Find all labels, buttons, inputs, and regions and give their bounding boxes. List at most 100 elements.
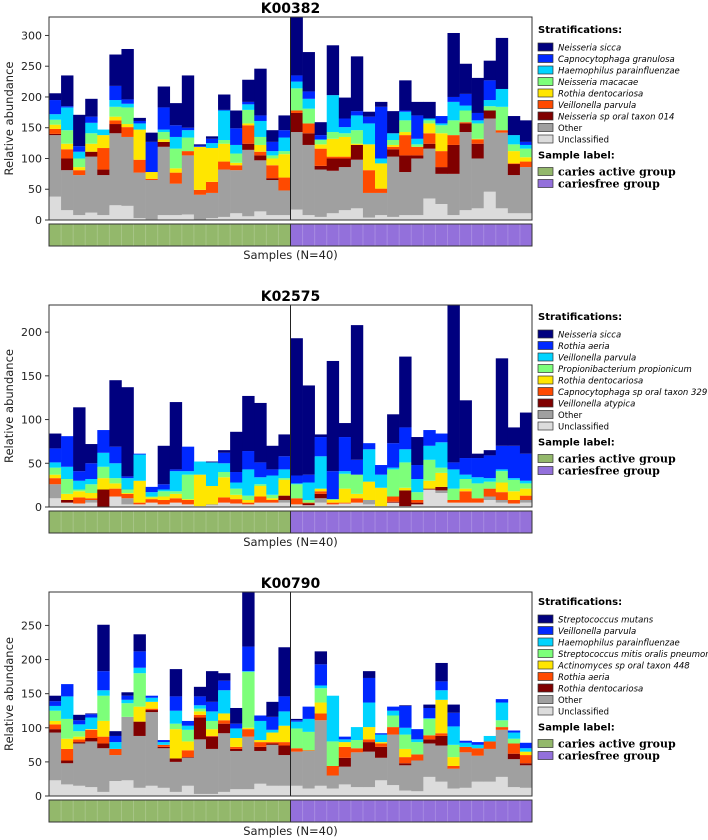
bar-sample-39 bbox=[507, 427, 521, 507]
bar-segment-unclassified bbox=[326, 788, 340, 796]
bar-segment-veillonella-atypica bbox=[97, 489, 110, 507]
bar-segment-capnocytophaga-sp-oral-taxon-329 bbox=[85, 498, 98, 501]
bar-segment-haemophilus-parainfluenzae bbox=[314, 685, 328, 689]
bar-segment-rothia-dentocariosa bbox=[362, 144, 376, 171]
bar-segment-haemophilus-parainfluenzae bbox=[218, 690, 231, 714]
bar-segment-propionibacterium-propionicum bbox=[109, 478, 122, 484]
bar-segment-propionibacterium-propionicum bbox=[278, 478, 291, 480]
sample-label-cell bbox=[507, 511, 521, 533]
bar-segment-veillonella-parvula bbox=[181, 151, 195, 156]
bar-segment-neisseria-sicca bbox=[61, 75, 74, 107]
bar-segment-unclassified bbox=[399, 215, 412, 220]
bar-segment-capnocytophaga-sp-oral-taxon-329 bbox=[133, 502, 146, 505]
bar-segment-propionibacterium-propionicum bbox=[495, 471, 509, 483]
bar-segment-rothia-dentocariosa bbox=[278, 745, 291, 756]
bar-sample-28 bbox=[375, 465, 388, 507]
bar-segment-capnocytophaga-granulosa bbox=[254, 115, 267, 121]
bar-segment-streptococcus-mutans bbox=[314, 651, 328, 665]
sample-label-cell bbox=[519, 800, 533, 822]
sample-label-cell bbox=[338, 224, 352, 246]
bar-segment-neisseria-sp-oral-taxon-014 bbox=[157, 141, 171, 147]
bar-segment-capnocytophaga-granulosa bbox=[302, 91, 315, 99]
bar-segment-unclassified bbox=[85, 212, 98, 220]
bar-sample-19 bbox=[266, 130, 279, 220]
bar-segment-veillonella-parvula bbox=[423, 707, 436, 719]
bar-segment-unclassified bbox=[181, 785, 195, 796]
bar-segment-other bbox=[145, 180, 158, 220]
bar-sample-33 bbox=[435, 433, 448, 507]
bar-segment-neisseria-macacae bbox=[435, 125, 448, 134]
sample-label-cell bbox=[447, 800, 460, 822]
bar-segment-rothia-dentocariosa bbox=[121, 493, 134, 494]
bar-segment-unclassified bbox=[242, 216, 255, 220]
bar-segment-capnocytophaga-granulosa bbox=[121, 99, 134, 104]
bar-sample-38 bbox=[495, 37, 509, 220]
bar-segment-unclassified bbox=[73, 215, 86, 220]
bar-segment-other bbox=[97, 175, 110, 216]
bar-segment-unclassified bbox=[157, 787, 171, 796]
bar-segment-rothia-dentocariosa bbox=[278, 479, 291, 496]
bar-segment-rothia-dentocariosa bbox=[230, 162, 243, 166]
bar-segment-neisseria-sp-oral-taxon-014 bbox=[97, 169, 110, 176]
bar-segment-rothia-aeria bbox=[435, 733, 448, 736]
bar-segment-other bbox=[157, 146, 171, 216]
bar-segment-rothia-aeria bbox=[411, 754, 424, 761]
bar-segment-unclassified bbox=[483, 781, 497, 796]
bar-segment-veillonella-parvula bbox=[483, 478, 497, 482]
bar-segment-actinomyces-sp-oral-taxon-448 bbox=[230, 738, 243, 747]
bar-segment-rothia-aeria bbox=[242, 729, 255, 737]
legend: Stratifications: Neisseria siccaCapnocyto… bbox=[537, 25, 680, 191]
bar-segment-rothia-aeria bbox=[471, 458, 484, 478]
bar-segment-unclassified bbox=[109, 496, 122, 507]
bar-segment-streptococcus-mitis-oralis-pneumoniae bbox=[387, 715, 400, 728]
bar-segment-rothia-aeria bbox=[338, 746, 352, 758]
bar-segment-rothia-aeria bbox=[338, 437, 352, 472]
bar-segment-actinomyces-sp-oral-taxon-448 bbox=[278, 725, 291, 743]
legend-swatch bbox=[537, 100, 554, 109]
bar-segment-rothia-aeria bbox=[85, 463, 98, 480]
bar-segment-veillonella-parvula bbox=[375, 474, 388, 488]
bar-segment-capnocytophaga-sp-oral-taxon-329 bbox=[387, 496, 400, 502]
bar-segment-veillonella-parvula bbox=[362, 170, 376, 193]
bar-segment-veillonella-parvula bbox=[254, 477, 267, 485]
bar-segment-unclassified bbox=[447, 788, 460, 796]
bar-segment-haemophilus-parainfluenzae bbox=[411, 138, 424, 145]
sample-legend-swatch bbox=[537, 167, 554, 176]
legend-item-label: Neisseria sicca bbox=[558, 44, 621, 54]
bar-segment-streptococcus-mitis-oralis-pneumoniae bbox=[423, 718, 436, 736]
bar-segment-neisseria-macacae bbox=[109, 106, 122, 117]
sample-label-cell bbox=[435, 511, 448, 533]
bar-sample-33 bbox=[435, 662, 448, 796]
bar-segment-rothia-aeria bbox=[326, 765, 340, 776]
bar-segment-capnocytophaga-sp-oral-taxon-329 bbox=[49, 478, 62, 485]
bar-segment-neisseria-sicca bbox=[447, 32, 460, 97]
x-axis-label: Samples (N=40) bbox=[243, 248, 338, 262]
y-tick-label: 50 bbox=[28, 756, 42, 769]
bar-segment-propionibacterium-propionicum bbox=[169, 491, 183, 494]
sample-label-cell bbox=[278, 511, 291, 533]
sample-label-cell bbox=[73, 511, 86, 533]
bar-segment-streptococcus-mitis-oralis-pneumoniae bbox=[507, 738, 521, 744]
bar-segment-haemophilus-parainfluenzae bbox=[109, 100, 122, 107]
bar-segment-rothia-dentocariosa bbox=[181, 499, 195, 501]
y-axis-label: Relative abundance bbox=[2, 62, 16, 176]
bar-sample-39 bbox=[507, 116, 521, 220]
bar-segment-rothia-dentocariosa bbox=[375, 163, 388, 189]
bar-segment-haemophilus-parainfluenzae bbox=[97, 129, 110, 136]
bar-segment-unclassified bbox=[326, 213, 340, 220]
bar-segment-actinomyces-sp-oral-taxon-448 bbox=[242, 727, 255, 730]
bar-segment-capnocytophaga-granulosa bbox=[85, 116, 98, 123]
bar-segment-other bbox=[254, 160, 267, 212]
bar-segment-unclassified bbox=[375, 215, 388, 220]
bar-segment-neisseria-sicca bbox=[471, 453, 484, 459]
bar-segment-veillonella-parvula bbox=[507, 478, 521, 480]
sample-label-cell bbox=[121, 224, 134, 246]
bar-segment-haemophilus-parainfluenzae bbox=[242, 104, 255, 110]
bar-segment-unclassified bbox=[350, 208, 364, 220]
bar-segment-haemophilus-parainfluenzae bbox=[302, 718, 315, 732]
bar-segment-neisseria-sicca bbox=[230, 110, 243, 129]
bar-segment-capnocytophaga-granulosa bbox=[314, 135, 328, 140]
bar-segment-unclassified bbox=[387, 216, 400, 220]
bar-segment-other bbox=[338, 766, 352, 785]
bar-segment-veillonella-parvula bbox=[495, 130, 509, 133]
